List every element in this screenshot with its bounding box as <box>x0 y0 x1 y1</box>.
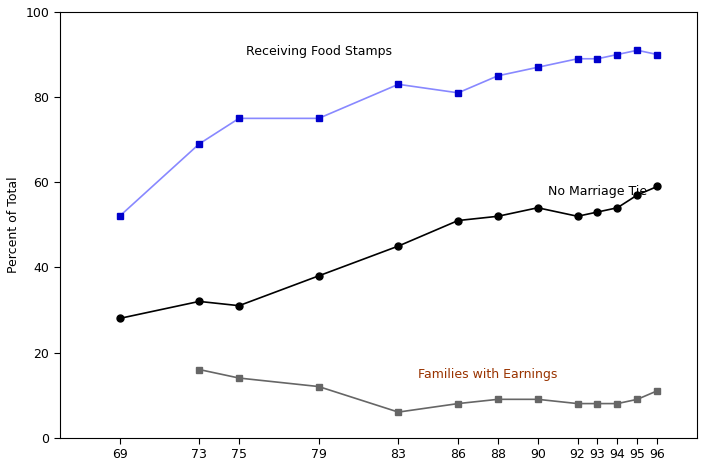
Text: No Marriage Tie: No Marriage Tie <box>548 185 647 198</box>
Y-axis label: Percent of Total: Percent of Total <box>7 176 20 273</box>
Text: Families with Earnings: Families with Earnings <box>418 368 558 381</box>
Text: Receiving Food Stamps: Receiving Food Stamps <box>246 44 391 58</box>
